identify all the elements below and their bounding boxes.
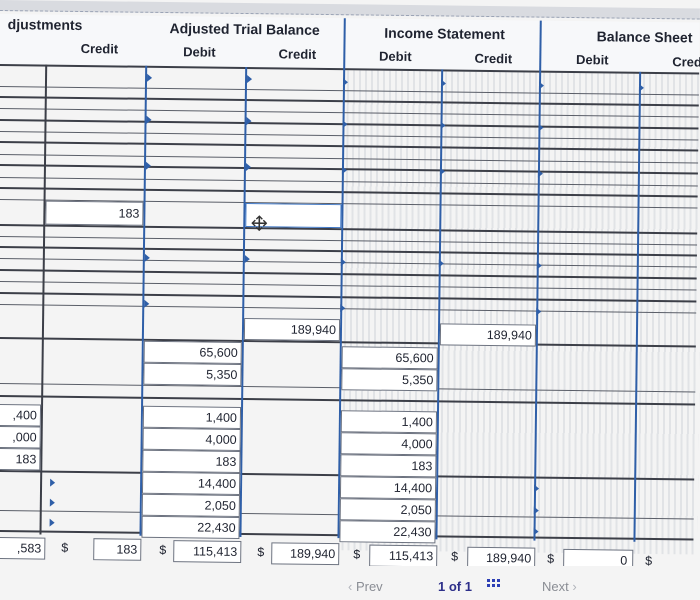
- value-is-debit-2050: 2,050: [400, 502, 432, 518]
- currency-symbol: $: [257, 545, 265, 560]
- col-line: [239, 67, 248, 537]
- pagination-bar: ‹ Prev 1 of 1 Next ›: [0, 566, 700, 594]
- page-indicator: 1 of 1: [438, 579, 472, 594]
- value-is-debit-183: 183: [411, 459, 433, 474]
- next-button[interactable]: Next ›: [542, 579, 577, 594]
- currency-symbol: $: [159, 542, 167, 558]
- value-is-debit-4000: 4,000: [401, 436, 433, 452]
- cell-marker: [144, 253, 150, 262]
- cell-marker: [438, 259, 444, 268]
- cell-marker: [50, 478, 56, 487]
- subheader-bs-debit: Debit: [575, 52, 609, 68]
- cell-marker: [534, 484, 540, 493]
- cell-marker: [342, 78, 349, 87]
- cell-marker: [538, 81, 545, 90]
- chevron-left-icon: ‹: [348, 579, 356, 594]
- cell-marker: [440, 121, 446, 130]
- total-is-debit: 115,413: [388, 548, 434, 564]
- currency-symbol: $: [61, 540, 69, 555]
- grid-view-icon[interactable]: [487, 579, 501, 591]
- value-atb-credit-189940: 189,940: [290, 322, 337, 338]
- header-adjustments: djustments: [7, 16, 83, 34]
- cell-marker: [536, 307, 542, 316]
- cell-marker: [144, 299, 150, 308]
- cell-marker: [340, 304, 346, 313]
- value-adj-debit-1400: ,400: [12, 408, 38, 423]
- value-atb-debit-14400: 14,400: [197, 476, 237, 491]
- currency-symbol: $: [451, 549, 459, 564]
- cell-marker: [340, 258, 346, 267]
- header-balance-sheet: Balance Sheet: [596, 28, 693, 46]
- subheader-atb-credit: Credit: [278, 46, 317, 62]
- cell-marker: [245, 163, 252, 172]
- cell-marker: [440, 79, 447, 88]
- is-credit-hatch: [439, 71, 542, 553]
- cell-marker: [341, 166, 347, 175]
- cell-marker: [537, 169, 543, 178]
- value-is-credit-189940: 189,940: [486, 327, 533, 343]
- cell-marker: [533, 506, 539, 515]
- value-atb-debit-22430: 22,430: [197, 520, 236, 535]
- value-atb-debit-5350: 5,350: [206, 367, 238, 382]
- cell-marker: [638, 83, 645, 92]
- cell-marker: [145, 161, 152, 170]
- header-adjusted-trial-balance: Adjusted Trial Balance: [169, 20, 320, 38]
- total-is-credit: 189,940: [485, 550, 532, 566]
- currency-symbol: $: [547, 551, 555, 566]
- subheader-adjustments-credit: Credit: [80, 40, 119, 57]
- value-atb-debit-65600: 65,600: [199, 345, 238, 360]
- currency-symbol: $: [353, 547, 361, 562]
- next-label: Next: [542, 579, 569, 594]
- cell-marker: [147, 73, 153, 82]
- value-is-debit-65600: 65,600: [395, 350, 434, 366]
- header-income-statement: Income Statement: [384, 24, 506, 43]
- total-adj-credit: 183: [116, 542, 138, 557]
- value-adj-debit-4000: ,000: [12, 430, 37, 445]
- value-is-debit-5350: 5,350: [402, 372, 434, 388]
- cell-marker: [247, 75, 253, 84]
- value-is-debit-1400: 1,400: [401, 414, 433, 430]
- value-is-debit-14400: 14,400: [393, 480, 433, 496]
- cell-marker: [342, 120, 348, 129]
- subheader-is-debit: Debit: [379, 48, 412, 65]
- value-adj-debit-183: 183: [15, 452, 37, 467]
- value-atb-debit-1400: 1,400: [205, 410, 237, 425]
- bs-credit-hatch: [637, 73, 700, 555]
- total-atb-debit: 115,413: [192, 544, 238, 559]
- cell-marker: [244, 255, 250, 264]
- value-atb-debit-2050: 2,050: [204, 498, 236, 513]
- cell-marker: [49, 518, 55, 527]
- col-line: [39, 64, 48, 535]
- total-atb-credit: 189,940: [289, 546, 336, 562]
- cell-marker: [246, 117, 252, 126]
- value-atb-debit-183: 183: [215, 454, 237, 469]
- cell-marker: [538, 123, 544, 132]
- value-atb-debit-4000: 4,000: [205, 432, 237, 447]
- subheader-bs-credit: Cred: [672, 54, 700, 70]
- chevron-right-icon: ›: [568, 579, 577, 594]
- subheader-is-credit: Credit: [474, 50, 513, 67]
- subheader-atb-debit: Debit: [183, 44, 216, 60]
- prev-button[interactable]: ‹ Prev: [348, 579, 383, 594]
- cell-marker: [49, 498, 55, 507]
- cell-marker: [146, 115, 152, 124]
- value-is-debit-22430: 22,430: [393, 524, 432, 540]
- total-adj-debit: ,583: [16, 541, 42, 556]
- bs-debit-hatch: [537, 72, 642, 554]
- value-adj-credit-183: 183: [118, 206, 140, 221]
- cell-marker: [533, 527, 539, 536]
- prev-label: Prev: [355, 579, 383, 594]
- cell-marker: [536, 261, 542, 270]
- cell-marker: [439, 167, 445, 176]
- move-cursor-icon: [251, 215, 268, 232]
